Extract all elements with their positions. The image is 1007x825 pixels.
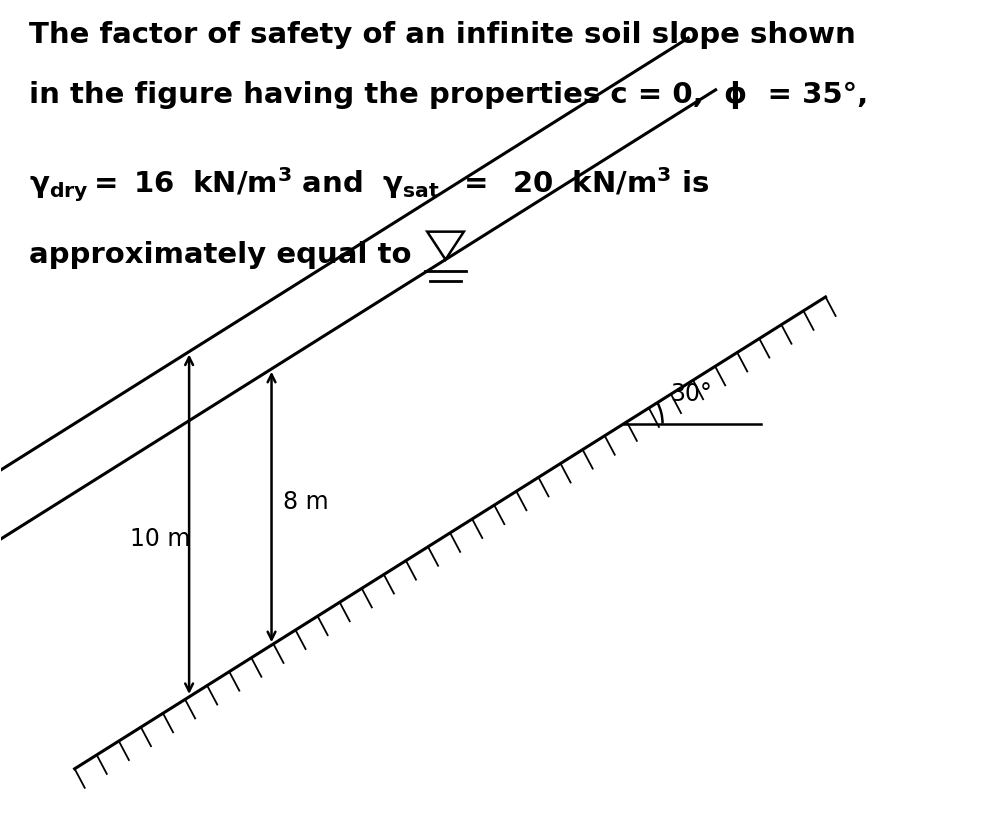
Text: 10 m: 10 m: [130, 527, 190, 551]
Text: approximately equal to: approximately equal to: [29, 241, 412, 269]
Text: 8 m: 8 m: [283, 490, 328, 514]
Text: 30°: 30°: [670, 382, 712, 406]
Polygon shape: [427, 232, 464, 260]
Text: The factor of safety of an infinite soil slope shown: The factor of safety of an infinite soil…: [29, 21, 856, 50]
Text: in the figure having the properties c = 0,  ϕ  = 35°,: in the figure having the properties c = …: [29, 81, 868, 109]
Text: $\mathbf{\gamma_{dry}}$$\mathbf{ = \ 16 \ \ kN/m^3 \ and \ \ \gamma_{sat} \ \ = : $\mathbf{\gamma_{dry}}$$\mathbf{ = \ 16 …: [29, 166, 709, 205]
